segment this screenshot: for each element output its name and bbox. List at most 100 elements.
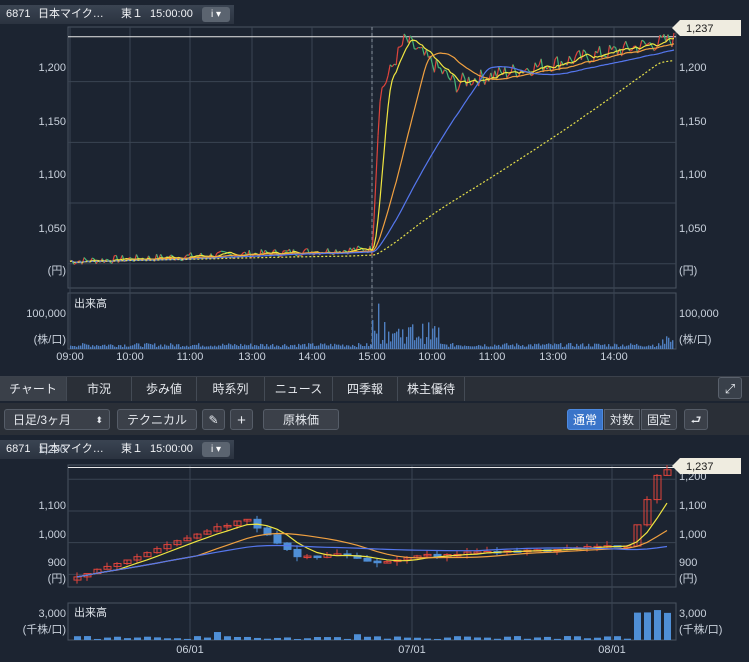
- volume-bar: [370, 344, 372, 349]
- tab-shareholder-benefits[interactable]: 株主優待: [398, 377, 465, 401]
- volume-bar: [644, 612, 651, 640]
- volume-bar: [178, 344, 180, 349]
- scale-log-button[interactable]: 対数: [604, 409, 640, 430]
- tab-news[interactable]: ニュース: [265, 377, 333, 401]
- tab-tick-history[interactable]: 歩み値: [132, 377, 197, 401]
- volume-bar: [468, 346, 470, 349]
- tab-chart[interactable]: チャート: [0, 377, 67, 401]
- volume-bar: [550, 344, 552, 349]
- volume-tick-right: 100,000: [679, 308, 719, 320]
- price-tick-mark: [453, 79, 458, 93]
- candle-body: [143, 552, 152, 558]
- pencil-icon[interactable]: ✎: [202, 409, 225, 430]
- info-dropdown-button[interactable]: i ▾: [202, 7, 230, 22]
- volume-bar: [514, 636, 521, 640]
- volume-bar: [414, 637, 421, 640]
- volume-bar: [238, 345, 240, 349]
- intraday-chart-svg[interactable]: 1,200 1,150 1,100 1,050 (円) 1,200 1,150 …: [0, 0, 749, 368]
- volume-bar: [366, 343, 368, 349]
- crosshair-icon[interactable]: +: [230, 409, 253, 430]
- market-name: 東１: [121, 8, 143, 20]
- volume-title: 出来高: [74, 296, 107, 310]
- original-price-button[interactable]: 原株価: [263, 409, 339, 430]
- tab-shikiho[interactable]: 四季報: [333, 377, 398, 401]
- daily-chart-svg[interactable]: 1,200 1,100 1,000 900 (円) 1,200 1,100 1,…: [0, 437, 749, 662]
- volume-bar: [248, 345, 250, 349]
- volume-bar: [506, 343, 508, 349]
- tab-time-series[interactable]: 時系列: [197, 377, 265, 401]
- candle-body: [363, 557, 372, 562]
- price-tick-mark: [456, 88, 460, 93]
- volume-unit-right: (千株/口): [679, 622, 722, 636]
- price-tick-mark: [106, 258, 109, 261]
- volume-bar: [210, 345, 212, 349]
- volume-bar: [438, 327, 440, 349]
- volume-bar: [354, 346, 356, 349]
- time-label: 13:00: [539, 351, 567, 363]
- price-tick-mark: [606, 44, 611, 59]
- volume-bar: [654, 610, 661, 640]
- volume-bar: [108, 344, 110, 349]
- price-tick-mark: [407, 35, 411, 43]
- volume-bar: [148, 343, 150, 349]
- volume-bar: [494, 638, 501, 640]
- volume-bar: [308, 343, 310, 349]
- volume-bar: [384, 322, 386, 349]
- volume-bar: [464, 345, 466, 349]
- volume-bar: [620, 346, 622, 349]
- tab-market[interactable]: 市況: [67, 377, 132, 401]
- volume-bar: [624, 346, 626, 349]
- volume-bar: [282, 345, 284, 349]
- volume-bar: [496, 345, 498, 349]
- price-tick-mark: [572, 56, 576, 65]
- volume-bar: [192, 345, 194, 349]
- volume-bar: [484, 344, 486, 349]
- volume-bar: [442, 344, 444, 349]
- volume-bar: [134, 344, 136, 349]
- candle-body: [213, 526, 222, 532]
- volume-bar: [352, 344, 354, 349]
- volume-bar: [384, 638, 391, 640]
- price-tick-right: 1,100: [679, 500, 707, 512]
- expand-icon[interactable]: ⤢: [718, 377, 742, 399]
- volume-bar: [336, 344, 338, 349]
- scale-normal-button[interactable]: 通常: [567, 409, 603, 430]
- price-tick-right: 1,050: [679, 223, 707, 235]
- period-select[interactable]: 日足/3ヶ月 ⬍: [4, 409, 110, 430]
- volume-bar: [578, 345, 580, 349]
- volume-bar: [206, 346, 208, 349]
- volume-bar: [460, 345, 462, 349]
- volume-bar: [302, 344, 304, 349]
- volume-bar: [632, 344, 634, 349]
- volume-bar: [452, 343, 454, 349]
- volume-bar: [70, 345, 72, 349]
- volume-bar: [664, 343, 666, 349]
- volume-bar: [96, 345, 98, 349]
- volume-bar: [490, 346, 492, 349]
- volume-bar: [592, 346, 594, 349]
- time-label: 11:00: [177, 351, 204, 363]
- time-label: 13:00: [238, 351, 266, 363]
- price-unit-left: (円): [48, 573, 66, 585]
- ma-short-line: [76, 502, 668, 578]
- volume-bar: [476, 345, 478, 349]
- volume-bar: [338, 344, 340, 349]
- scale-fixed-button[interactable]: 固定: [641, 409, 677, 430]
- volume-bar: [386, 343, 388, 349]
- price-tick-mark: [592, 51, 597, 62]
- technical-button[interactable]: テクニカル: [117, 409, 197, 430]
- price-tick-left: 1,100: [38, 500, 66, 512]
- price-tick-mark: [279, 255, 282, 258]
- volume-bar: [410, 327, 412, 349]
- volume-bar: [588, 343, 590, 349]
- volume-bar: [324, 343, 326, 349]
- candle-body: [273, 534, 282, 544]
- return-icon[interactable]: ⮐: [684, 409, 708, 430]
- info-dropdown-button[interactable]: i ▾: [202, 442, 230, 457]
- volume-bar: [316, 345, 318, 349]
- volume-bar: [580, 344, 582, 349]
- volume-bar: [544, 636, 551, 640]
- price-tick-mark: [460, 72, 464, 83]
- volume-bar: [188, 346, 190, 349]
- volume-bar: [524, 638, 531, 640]
